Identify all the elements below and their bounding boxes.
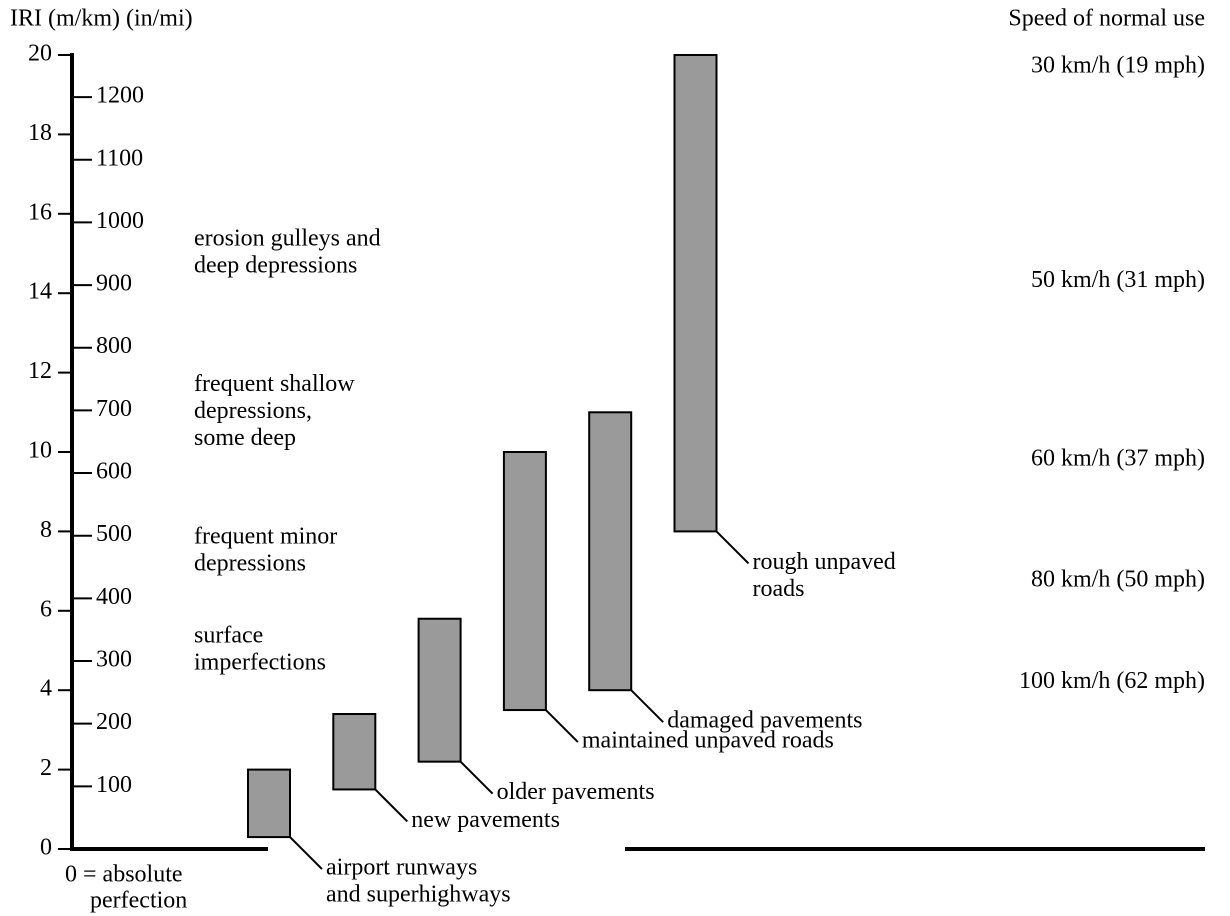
y2-axis-label: Speed of normal use <box>1008 6 1205 32</box>
description: deep depressions <box>194 253 357 279</box>
description: some deep <box>194 425 296 451</box>
y2-tick-label: 700 <box>96 396 132 422</box>
leader-line <box>715 530 750 565</box>
description: surface <box>194 623 263 649</box>
y2-tick-label: 800 <box>96 333 132 359</box>
speed-label: 100 km/h (62 mph) <box>1019 668 1205 694</box>
bar-label: damaged pavements <box>667 708 862 734</box>
bar <box>332 713 377 791</box>
y-tick-label: 6 <box>40 596 52 622</box>
description: erosion gulleys and <box>194 226 381 252</box>
y2-tick-label: 300 <box>96 647 132 673</box>
speed-label: 60 km/h (37 mph) <box>1031 445 1205 471</box>
bar-label: new pavements <box>411 807 560 833</box>
y-tick-label: 4 <box>40 676 52 702</box>
speed-label: 50 km/h (31 mph) <box>1031 267 1205 293</box>
leader-line <box>459 760 494 795</box>
y-tick-label: 20 <box>28 41 52 67</box>
bar <box>673 54 718 533</box>
description: imperfections <box>194 650 326 676</box>
y-tick-label: 10 <box>28 438 52 464</box>
bar-label: roads <box>753 576 805 602</box>
bar <box>247 768 291 839</box>
y-tick-label: 2 <box>40 755 52 781</box>
bar-label: older pavements <box>497 779 655 805</box>
bar-label: and superhighways <box>326 882 511 908</box>
leader-line <box>630 689 664 723</box>
y2-tick-label: 400 <box>96 584 132 610</box>
y-tick-label: 12 <box>28 358 52 384</box>
y2-tick-label: 600 <box>96 459 132 485</box>
description: depressions <box>194 550 306 576</box>
bar <box>588 411 633 692</box>
leader-line <box>289 836 323 870</box>
speed-label: 80 km/h (50 mph) <box>1031 567 1205 593</box>
description: frequent shallow <box>194 371 355 397</box>
y-tick-label: 14 <box>28 279 52 305</box>
description: frequent minor <box>194 523 337 549</box>
zero-note: 0 = absolute <box>65 862 183 888</box>
y2-tick-label: 200 <box>96 709 132 735</box>
y-tick-label: 8 <box>40 517 52 543</box>
bar-label: maintained unpaved roads <box>582 728 834 754</box>
speed-label: 30 km/h (19 mph) <box>1031 52 1205 78</box>
bar-label: airport runways <box>326 855 477 881</box>
y2-tick-label: 1100 <box>96 145 143 171</box>
bar-label: rough unpaved <box>753 549 896 575</box>
y-axis-label: IRI (m/km) (in/mi) <box>10 6 193 32</box>
y2-tick-label: 900 <box>96 271 132 297</box>
leader-line <box>374 788 409 823</box>
bar <box>502 451 547 712</box>
y2-tick-label: 1000 <box>96 208 144 234</box>
y-tick-label: 18 <box>28 120 52 146</box>
description: depressions, <box>194 398 312 424</box>
y-tick-label: 0 <box>40 835 52 861</box>
leader-line <box>545 709 579 743</box>
y-tick-label: 16 <box>28 199 52 225</box>
y2-tick-label: 500 <box>96 521 132 547</box>
bar <box>417 617 462 763</box>
y2-tick-label: 100 <box>96 772 132 798</box>
y2-tick-label: 1200 <box>96 83 144 109</box>
zero-note: perfection <box>90 888 187 914</box>
